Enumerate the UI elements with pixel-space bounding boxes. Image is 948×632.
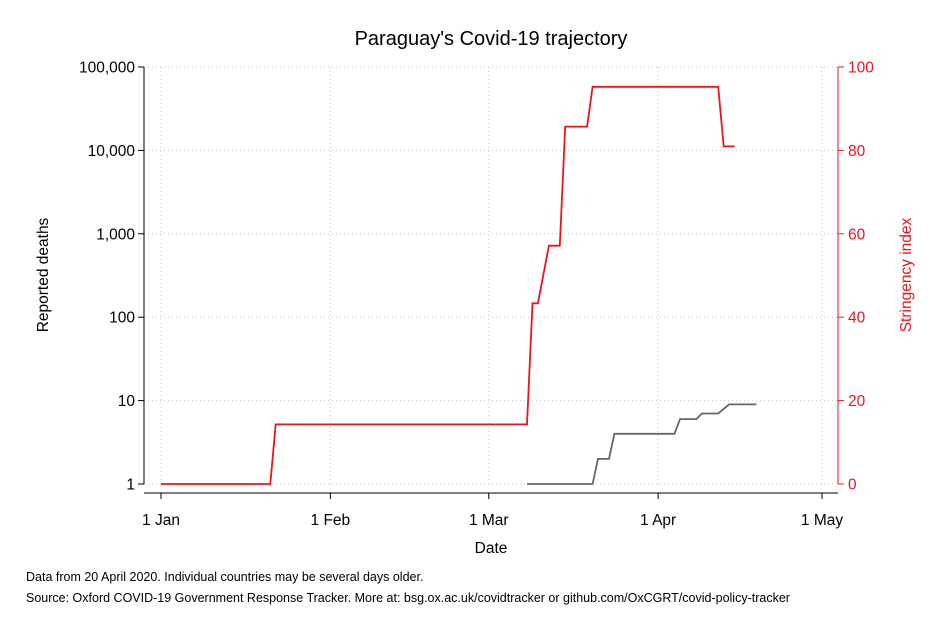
y-right-tick-label: 40	[848, 310, 866, 327]
y-right-tick-label: 20	[848, 393, 866, 410]
y-left-tick-label: 100,000	[79, 60, 135, 77]
x-tick-label: 1 May	[801, 512, 843, 529]
y-axis-left-label: Reported deaths	[35, 217, 52, 332]
x-tick-label: 1 Apr	[640, 512, 676, 529]
x-tick-label: 1 Feb	[311, 512, 351, 529]
grid	[144, 66, 838, 485]
y-right-tick-label: 60	[848, 226, 866, 243]
y-left-tick-label: 10	[118, 393, 136, 410]
chart: Paraguay's Covid-19 trajectory 1 10 100 1,0…	[35, 28, 915, 557]
series-line-reported-deaths	[527, 403, 757, 485]
x-axis-label: Date	[475, 540, 508, 557]
x-tick-label: 1 Jan	[142, 512, 180, 529]
y-left-tick-label: 1,000	[96, 226, 135, 243]
y-right-tick-label: 100	[848, 60, 874, 77]
series-line-stringency-index	[161, 85, 735, 485]
y-left-tick-label: 100	[109, 310, 135, 327]
chart-title: Paraguay's Covid-19 trajectory	[355, 28, 628, 50]
y-left-tick-label: 1	[126, 477, 135, 494]
source-note: Source: Oxford COVID-19 Government Respo…	[26, 591, 790, 605]
y-right-tick-label: 80	[848, 143, 866, 160]
axes: 1 10 100 1,000 10,000 100,000 0 20 40 60 80 100 1 Ja…	[79, 60, 874, 530]
y-left-tick-label: 10,000	[88, 143, 136, 160]
y-right-tick-label: 0	[848, 477, 857, 494]
data-date-note: Data from 20 April 2020. Individual coun…	[26, 570, 424, 584]
y-axis-right-label: Stringency index	[898, 217, 915, 332]
series	[161, 85, 757, 485]
x-tick-label: 1 Mar	[469, 512, 509, 529]
